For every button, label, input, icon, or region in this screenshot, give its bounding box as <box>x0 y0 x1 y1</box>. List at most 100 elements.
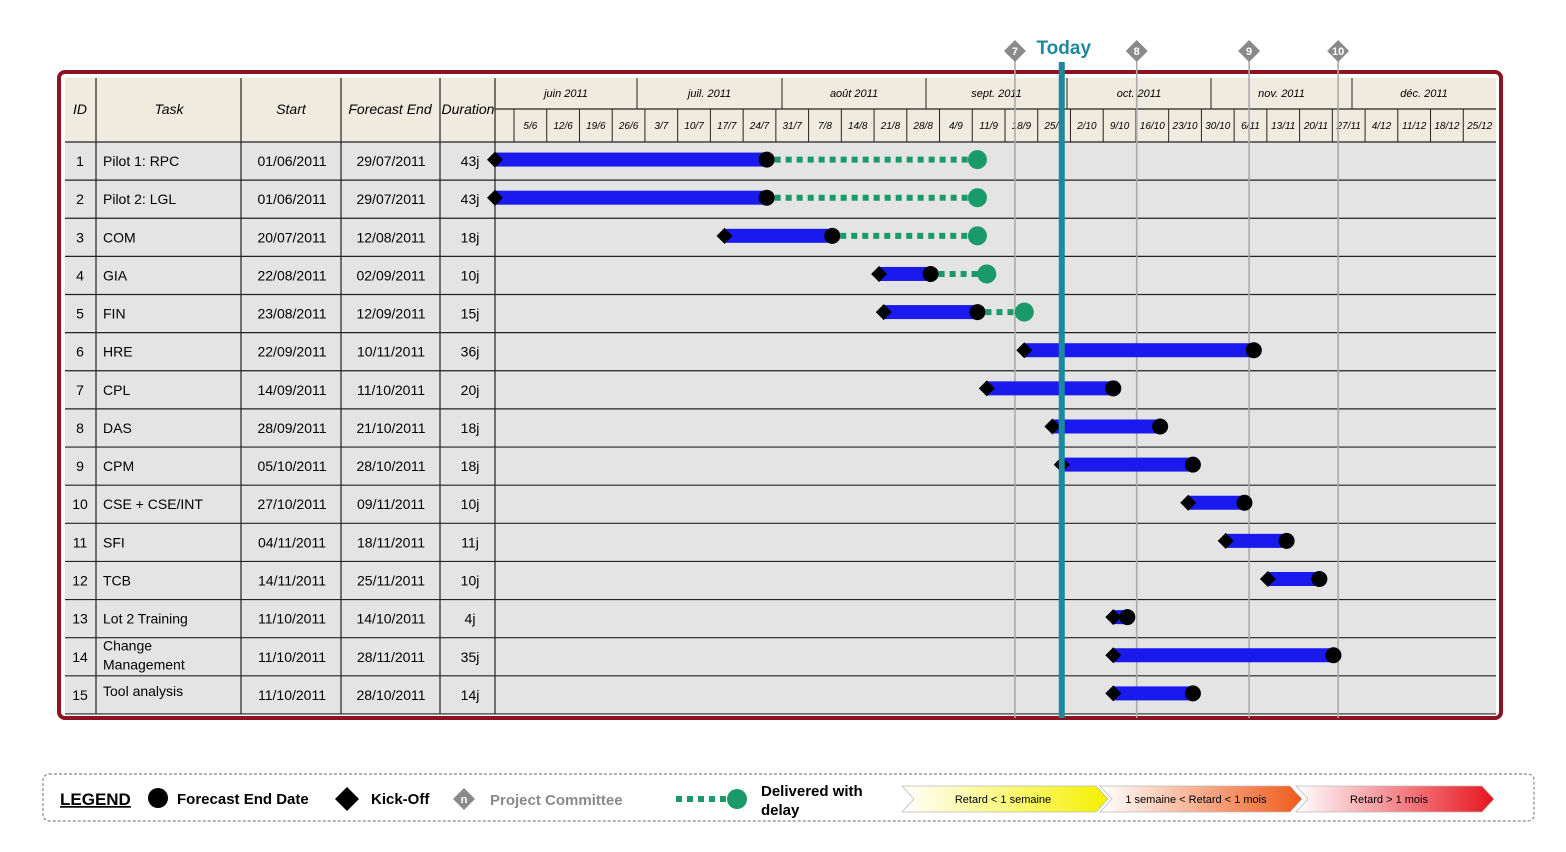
week-label: 5/6 <box>523 121 537 132</box>
forecast-end-dot <box>1245 342 1262 359</box>
kickoff-diamond <box>1217 532 1234 549</box>
table-column-lines <box>65 78 1496 714</box>
cell-id: 12 <box>72 572 88 588</box>
week-label: 20/11 <box>1303 121 1328 132</box>
cell-duration: 4j <box>465 611 476 627</box>
week-label: 11/12 <box>1402 121 1427 132</box>
cell-start: 20/07/2011 <box>257 229 326 245</box>
cell-duration: 18j <box>461 229 480 245</box>
cell-task: Pilot 2: LGL <box>103 191 176 207</box>
cell-id: 15 <box>72 687 88 703</box>
week-label: 24/7 <box>749 121 770 132</box>
week-label: 30/10 <box>1205 121 1230 132</box>
cell-start: 27/10/2011 <box>257 496 326 512</box>
legend-delay2-label: 1 semaine < Retard < 1 mois <box>1125 794 1267 806</box>
cell-id: 5 <box>76 306 84 322</box>
week-label: 23/10 <box>1172 121 1198 132</box>
cell-duration: 15j <box>461 306 480 322</box>
week-label: 9/10 <box>1110 121 1130 132</box>
today-layer: Today <box>1036 38 1091 718</box>
header-forecast-end: Forecast End <box>348 101 432 117</box>
cell-id: 3 <box>76 229 84 245</box>
cell-duration: 10j <box>461 496 480 512</box>
cell-duration: 35j <box>461 649 480 665</box>
committee-number: 9 <box>1246 46 1252 58</box>
cell-duration: 10j <box>461 572 480 588</box>
forecast-end-dot <box>758 151 775 168</box>
cell-task: Tool analysis <box>103 683 183 699</box>
week-label: 27/11 <box>1336 121 1361 132</box>
cell-id: 6 <box>76 344 84 360</box>
month-label: nov. 2011 <box>1258 88 1305 100</box>
kickoff-diamond <box>1180 494 1197 511</box>
legend-delivered-line2: delay <box>761 802 800 819</box>
task-bar <box>1061 457 1193 472</box>
forecast-end-dot <box>1184 456 1201 473</box>
cell-id: 9 <box>76 458 84 474</box>
forecast-end-dot <box>824 227 841 244</box>
cell-id: 1 <box>76 153 84 169</box>
task-bars-layer <box>487 150 1342 702</box>
cell-id: 10 <box>72 496 88 512</box>
table-rows-layer: 1 01/06/2011 29/07/2011 43j Pilot 1: RPC 2 01/… <box>65 153 1496 715</box>
task-bar <box>495 152 767 167</box>
forecast-end-dot <box>758 189 775 206</box>
cell-start: 11/10/2011 <box>258 611 326 627</box>
week-label: 17/7 <box>717 121 737 132</box>
week-label: 18/12 <box>1434 121 1459 132</box>
table-row: 15 11/10/2011 28/10/2011 14j Tool analysis <box>65 683 1496 715</box>
table-row: 2 01/06/2011 29/07/2011 43j Pilot 2: LGL <box>65 191 1496 219</box>
cell-task: HRE <box>103 344 133 360</box>
cell-task: Pilot 1: RPC <box>103 153 179 169</box>
week-label: 18/9 <box>1012 121 1032 132</box>
cell-task-line: Management <box>103 657 185 673</box>
task-bar <box>1225 533 1287 548</box>
week-label: 10/7 <box>684 121 704 132</box>
task-bar <box>879 266 931 281</box>
task-bar <box>724 228 833 243</box>
forecast-end-dot <box>1236 494 1253 511</box>
cell-end: 12/08/2011 <box>356 229 425 245</box>
task-bar <box>495 190 767 205</box>
cell-duration: 11j <box>461 534 479 550</box>
table-row: 3 20/07/2011 12/08/2011 18j COM <box>65 229 1496 257</box>
cell-end: 25/11/2011 <box>357 572 425 588</box>
cell-id: 8 <box>76 420 84 436</box>
week-label: 25/12 <box>1466 121 1492 132</box>
task-bar-group <box>487 150 987 170</box>
task-bar <box>1024 343 1254 358</box>
kickoff-diamond <box>978 380 995 397</box>
forecast-end-dot <box>1325 647 1342 664</box>
cell-end: 28/11/2011 <box>357 649 425 665</box>
table-row: 4 22/08/2011 02/09/2011 10j GIA <box>65 267 1496 296</box>
forecast-end-dot <box>922 265 939 282</box>
legend-committee-label: Project Committee <box>490 792 623 809</box>
table-header-bg <box>65 78 495 142</box>
cell-end: 21/10/2011 <box>356 420 425 436</box>
week-label: 16/10 <box>1140 121 1165 132</box>
delivered-dot <box>967 150 987 170</box>
legend-committee-icon <box>453 788 475 810</box>
forecast-end-dot <box>1311 570 1328 587</box>
week-label: 14/8 <box>848 121 868 132</box>
week-label: 4/12 <box>1372 121 1392 132</box>
kickoff-diamond <box>716 227 733 244</box>
forecast-end-dot <box>1119 609 1136 626</box>
header-id: ID <box>73 101 87 117</box>
committee-diamond <box>1125 40 1148 62</box>
cell-start: 28/09/2011 <box>257 420 326 436</box>
kickoff-diamond <box>487 151 503 168</box>
cell-end: 28/10/2011 <box>356 458 425 474</box>
cell-id: 4 <box>76 267 84 283</box>
legend-delivered-icon <box>727 789 747 809</box>
table-row: 6 22/09/2011 10/11/2011 36j HRE <box>65 344 1496 372</box>
task-bar <box>1188 495 1245 510</box>
legend-delay1-arrow <box>901 785 1109 813</box>
table-row: 1 01/06/2011 29/07/2011 43j Pilot 1: RPC <box>65 153 1496 181</box>
kickoff-diamond <box>1259 570 1276 587</box>
kickoff-diamond <box>1105 609 1122 626</box>
cell-start: 14/11/2011 <box>258 572 326 588</box>
table-row: 9 05/10/2011 28/10/2011 18j CPM <box>65 458 1496 486</box>
cell-duration: 43j <box>461 191 480 207</box>
week-label: 25/9 <box>1043 121 1064 132</box>
